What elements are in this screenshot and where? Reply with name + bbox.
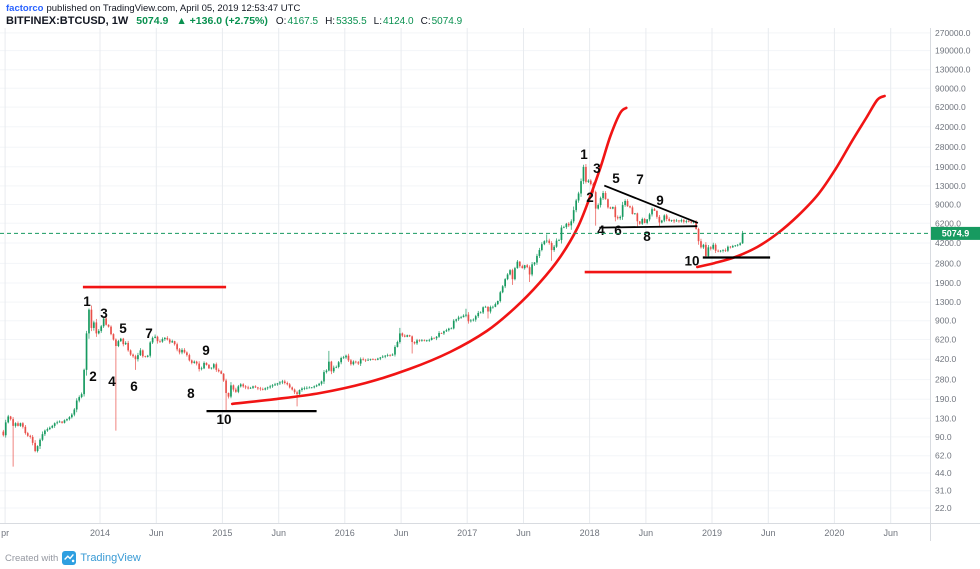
svg-text:1300.0: 1300.0 <box>935 297 961 307</box>
svg-text:90.0: 90.0 <box>935 432 952 442</box>
low-label: L: <box>373 16 382 27</box>
svg-text:2015: 2015 <box>212 528 232 538</box>
svg-text:2016: 2016 <box>335 528 355 538</box>
svg-text:19000.0: 19000.0 <box>935 162 966 172</box>
svg-text:2020: 2020 <box>824 528 844 538</box>
created-with-text: Created with <box>5 552 59 564</box>
svg-text:10: 10 <box>216 412 231 427</box>
svg-text:2800.0: 2800.0 <box>935 258 961 268</box>
svg-text:2018: 2018 <box>580 528 600 538</box>
svg-text:8: 8 <box>187 386 195 401</box>
svg-text:7: 7 <box>145 326 153 341</box>
last-price-badge: 5074.9 <box>931 226 980 240</box>
ohlc-readout: O: 4167.5 H: 5335.5 L: 4124.0 C: 5074.9 <box>276 16 462 27</box>
svg-text:6200.0: 6200.0 <box>935 218 961 228</box>
svg-text:9: 9 <box>202 343 210 358</box>
svg-text:1: 1 <box>83 294 91 309</box>
svg-text:7: 7 <box>636 172 644 187</box>
open-label: O: <box>275 16 287 27</box>
svg-text:Jun: Jun <box>394 528 409 538</box>
annotations-layer: 1 2 3 4 5 6 7 8 9 10 1 2 3 4 5 6 7 8 9 10 <box>83 147 699 427</box>
svg-text:13000.0: 13000.0 <box>935 181 966 191</box>
svg-text:280.0: 280.0 <box>935 375 957 385</box>
svg-text:4: 4 <box>597 223 605 238</box>
svg-text:62.0: 62.0 <box>935 451 952 461</box>
last-price-value: 5074.9 <box>136 15 169 27</box>
close-label: C: <box>420 16 431 27</box>
candles-layer <box>2 164 744 467</box>
svg-text:130.0: 130.0 <box>935 413 957 423</box>
symbol-header: BITFINEX:BTCUSD, 1W 5074.9 ▲ +136.0 (+2.… <box>6 15 462 27</box>
svg-text:22.0: 22.0 <box>935 503 952 513</box>
tradingview-logo-icon[interactable] <box>62 551 77 565</box>
price-axis[interactable] <box>931 28 980 523</box>
svg-text:42000.0: 42000.0 <box>935 122 966 132</box>
high-label: H: <box>325 16 336 27</box>
svg-text:1900.0: 1900.0 <box>935 278 961 288</box>
svg-text:270000.0: 270000.0 <box>935 28 971 38</box>
svg-text:5: 5 <box>119 321 127 336</box>
svg-text:130000.0: 130000.0 <box>935 65 971 75</box>
svg-text:2019: 2019 <box>702 528 722 538</box>
svg-text:2: 2 <box>89 369 97 384</box>
svg-text:31.0: 31.0 <box>935 486 952 496</box>
symbol-title: BITFINEX:BTCUSD, 1W <box>6 15 129 27</box>
close-value: 5074.9 <box>431 16 463 27</box>
svg-text:5: 5 <box>612 171 620 186</box>
axis-layer: 270000.0190000.0130000.090000.062000.042… <box>0 28 980 541</box>
svg-text:6: 6 <box>130 379 138 394</box>
high-value: 5335.5 <box>336 16 367 27</box>
open-value: 4167.5 <box>287 16 319 27</box>
svg-text:90000.0: 90000.0 <box>935 83 966 93</box>
svg-text:Jun: Jun <box>883 528 898 538</box>
grid-layer <box>0 28 931 523</box>
svg-text:420.0: 420.0 <box>935 354 957 364</box>
svg-text:4200.0: 4200.0 <box>935 238 961 248</box>
svg-text:1: 1 <box>580 147 588 162</box>
svg-text:190.0: 190.0 <box>935 394 957 404</box>
svg-text:190000.0: 190000.0 <box>935 46 971 56</box>
svg-text:pr: pr <box>1 528 9 538</box>
svg-text:Jun: Jun <box>761 528 776 538</box>
svg-text:4: 4 <box>108 374 116 389</box>
svg-text:3: 3 <box>593 161 601 176</box>
svg-text:2017: 2017 <box>457 528 477 538</box>
svg-text:9: 9 <box>656 193 664 208</box>
svg-text:Jun: Jun <box>149 528 164 538</box>
price-change: ▲ +136.0 (+2.75%) <box>176 15 268 27</box>
time-axis[interactable] <box>0 523 930 543</box>
svg-text:900.0: 900.0 <box>935 316 957 326</box>
svg-text:62000.0: 62000.0 <box>935 102 966 112</box>
publish-header: factorco published on TradingView.com, Ap… <box>6 3 300 14</box>
svg-text:Jun: Jun <box>516 528 531 538</box>
svg-text:620.0: 620.0 <box>935 335 957 345</box>
drawings-layer <box>82 94 886 413</box>
svg-text:2: 2 <box>586 190 594 205</box>
svg-text:8: 8 <box>643 229 651 244</box>
svg-text:3: 3 <box>100 306 108 321</box>
svg-text:Jun: Jun <box>271 528 286 538</box>
svg-text:10: 10 <box>684 253 699 268</box>
attribution-footer: Created with TradingView <box>5 551 141 565</box>
tradingview-brand-link[interactable]: TradingView <box>80 552 141 564</box>
svg-text:Jun: Jun <box>639 528 654 538</box>
author-link[interactable]: factorco <box>6 3 44 14</box>
published-text: published on TradingView.com, April 05, … <box>46 3 301 14</box>
svg-text:9000.0: 9000.0 <box>935 200 961 210</box>
svg-text:28000.0: 28000.0 <box>935 142 966 152</box>
low-value: 4124.0 <box>383 16 414 27</box>
svg-text:6: 6 <box>614 223 622 238</box>
svg-text:5074.9: 5074.9 <box>942 228 970 238</box>
svg-text:2014: 2014 <box>90 528 110 538</box>
svg-text:44.0: 44.0 <box>935 468 952 478</box>
